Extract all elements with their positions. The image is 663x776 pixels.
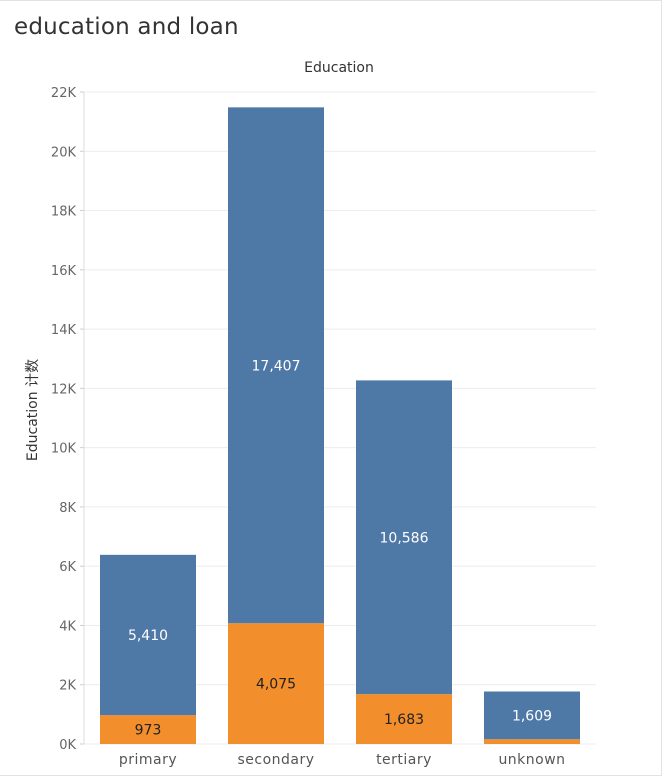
data-label: 4,075 xyxy=(256,677,296,693)
bars xyxy=(100,107,580,744)
data-label: 973 xyxy=(135,723,162,739)
y-axis-label: Education 计数 xyxy=(25,359,41,461)
y-tick-label: 8K xyxy=(59,501,76,516)
data-label: 1,609 xyxy=(512,708,552,724)
y-tick-label: 12K xyxy=(51,382,77,397)
y-tick-label: 4K xyxy=(59,619,76,634)
y-tick-label: 18K xyxy=(51,205,77,220)
bar-unknown-loan-yes xyxy=(484,739,580,744)
bar-primary-loan-no xyxy=(100,554,196,716)
y-tick-label: 10K xyxy=(51,442,77,457)
bar-unknown-loan-no xyxy=(484,691,580,740)
y-tick-label: 0K xyxy=(59,738,76,753)
data-label: 10,586 xyxy=(380,530,429,546)
y-tick-label: 14K xyxy=(51,323,77,338)
data-label: 5,410 xyxy=(128,628,168,644)
data-label: 17,407 xyxy=(252,358,301,374)
bar-tertiary-loan-no xyxy=(356,380,452,695)
bar-secondary-loan-no xyxy=(228,107,324,624)
x-axis-categories: primary secondary tertiary unknown xyxy=(119,752,565,768)
data-label: 1,683 xyxy=(384,712,424,728)
data-labels: 973 5,410 4,075 17,407 1,683 10,586 1,609 xyxy=(128,358,552,738)
chart-title: education and loan xyxy=(14,14,239,40)
bar-primary-loan-yes xyxy=(100,715,196,744)
y-tick-label: 22K xyxy=(51,86,77,101)
bar-secondary-loan-yes xyxy=(228,623,324,744)
category-label: unknown xyxy=(498,752,565,768)
y-tick-label: 2K xyxy=(59,679,76,694)
y-axis-ticks: 0K 2K 4K 6K 8K 10K 12K 14K 16K 18K 20K 22K xyxy=(51,86,85,753)
y-tick-label: 16K xyxy=(51,264,77,279)
y-tick-label: 6K xyxy=(59,560,76,575)
category-label: tertiary xyxy=(376,752,432,768)
column-header: Education xyxy=(304,60,374,76)
bar-tertiary-loan-yes xyxy=(356,694,452,744)
category-label: primary xyxy=(119,752,177,768)
category-label: secondary xyxy=(237,752,314,768)
y-tick-label: 20K xyxy=(51,145,77,160)
